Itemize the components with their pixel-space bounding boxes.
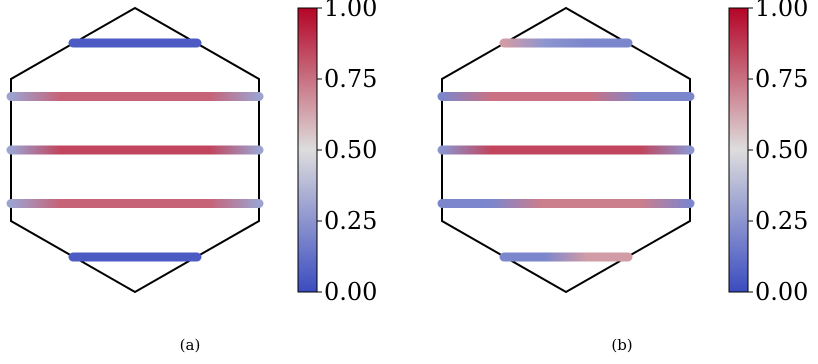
band-group — [6, 38, 264, 262]
colorbar-tick-label: 0.75 — [324, 65, 377, 93]
colorbar — [297, 7, 318, 293]
hexagon-outline — [441, 6, 691, 294]
colorbar-ticks: 0.00 0.25 0.50 0.75 1.00 — [317, 0, 377, 306]
colorbar — [728, 7, 749, 293]
panel-a: 0.00 0.25 0.50 0.75 1.00 (a) — [6, 0, 377, 354]
colorbar-tick-label: 1.00 — [324, 0, 377, 22]
colorbar-tick-label: 1.00 — [755, 0, 808, 22]
colorbar-ticks: 0.00 0.25 0.50 0.75 1.00 — [748, 0, 808, 306]
panel-b: 0.00 0.25 0.50 0.75 1.00 (b) — [437, 0, 808, 354]
band-group — [437, 38, 695, 262]
colorbar-tick-label: 0.75 — [755, 65, 808, 93]
colorbar-tick-label: 0.50 — [324, 136, 377, 164]
colorbar-tick-label: 0.00 — [755, 278, 808, 306]
colorbar-tick-label: 0.25 — [755, 207, 808, 235]
hexagon-outline — [10, 6, 260, 294]
colorbar-tick-label: 0.25 — [324, 207, 377, 235]
caption-b: (b) — [611, 336, 632, 354]
caption-a: (a) — [180, 336, 201, 354]
colorbar-tick-label: 0.00 — [324, 278, 377, 306]
colorbar-tick-label: 0.50 — [755, 136, 808, 164]
